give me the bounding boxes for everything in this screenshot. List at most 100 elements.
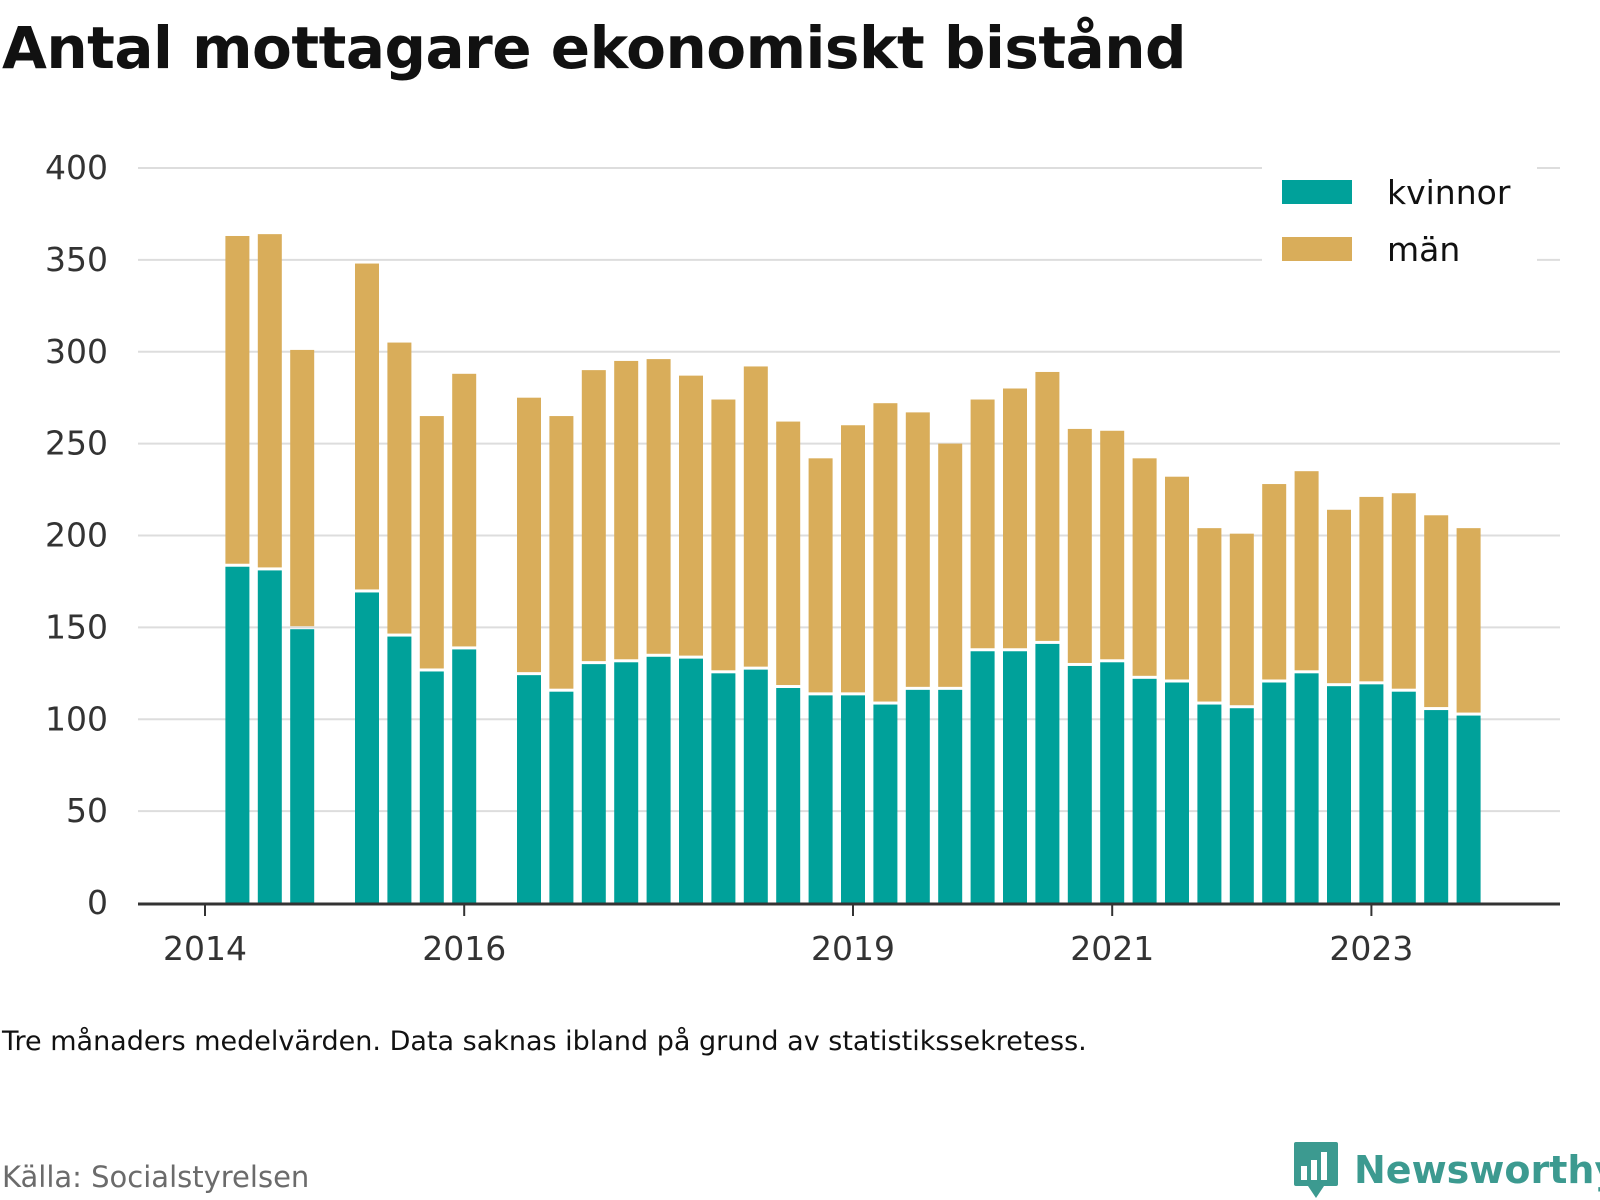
bar-kvinnor (808, 695, 833, 903)
y-tick-label: 400 (45, 148, 108, 187)
bar-man (1197, 528, 1222, 702)
x-tick-label: 2016 (422, 929, 506, 968)
y-tick-label: 0 (87, 883, 108, 922)
bar-man (905, 412, 930, 687)
stacked-bar-chart: 0 50 100 150 200 250 300 350 400 2014 2016 2019 2021… (45, 148, 1560, 968)
bar-man (1229, 533, 1254, 706)
bar-man (711, 399, 736, 671)
bar-man (581, 370, 606, 662)
bar-man (452, 373, 477, 647)
bar-man (679, 375, 703, 656)
legend-swatch (1282, 237, 1352, 261)
bar-kvinnor (225, 566, 250, 903)
bar-man (225, 235, 250, 564)
x-tick-label: 2021 (1070, 929, 1154, 968)
bar-man (355, 263, 379, 590)
bar-man (419, 416, 444, 669)
newsworthy-logo-icon (1294, 1142, 1338, 1198)
bar-kvinnor (1035, 643, 1060, 903)
bar-kvinnor (614, 662, 639, 903)
bar-man (257, 234, 282, 568)
axes: 0 50 100 150 200 250 300 350 400 2014 2016 2019 2021… (45, 148, 1560, 968)
bar-kvinnor (1003, 651, 1027, 903)
bar-man (549, 416, 574, 689)
bar-man (387, 342, 412, 634)
x-tick-label: 2023 (1329, 929, 1413, 968)
bar-kvinnor (905, 689, 930, 903)
bar-man (776, 421, 801, 686)
legend-label: män (1387, 230, 1460, 269)
bar-kvinnor (776, 688, 801, 903)
bar-kvinnor (1456, 715, 1481, 903)
bar-man (1424, 515, 1449, 708)
bar-man (1456, 528, 1481, 713)
newsworthy-logo: Newsworthy (1292, 1140, 1600, 1200)
bar-man (1294, 471, 1319, 671)
bars (225, 234, 1481, 903)
chart-title: Antal mottagare ekonomiskt bistånd (2, 14, 1187, 82)
bar-man (1100, 430, 1125, 660)
bar-man (743, 366, 768, 667)
bar-man (1132, 458, 1157, 676)
bar-man (1003, 388, 1027, 649)
y-tick-label: 150 (45, 607, 108, 646)
chart-note: Tre månaders medelvärden. Data saknas ib… (2, 1026, 1087, 1057)
bar-kvinnor (1424, 710, 1449, 903)
bar-kvinnor (355, 592, 379, 903)
bar-man (1262, 484, 1287, 680)
bar-man (1327, 509, 1351, 684)
legend-label: kvinnor (1387, 173, 1511, 212)
bar-kvinnor (679, 658, 703, 903)
bar-man (1067, 428, 1092, 663)
bar-kvinnor (581, 664, 606, 903)
bar-man (517, 397, 541, 673)
legend-swatch (1282, 180, 1352, 204)
y-tick-label: 250 (45, 424, 108, 463)
y-tick-label: 200 (45, 516, 108, 555)
y-tick-label: 300 (45, 332, 108, 371)
bar-kvinnor (1359, 684, 1384, 903)
bar-man (938, 443, 963, 687)
bar-kvinnor (257, 570, 282, 903)
bar-kvinnor (873, 704, 898, 903)
bar-kvinnor (1327, 686, 1351, 903)
bar-kvinnor (1229, 708, 1254, 903)
bar-kvinnor (1391, 691, 1416, 903)
y-tick-label: 100 (45, 699, 108, 738)
bar-man (1035, 371, 1060, 641)
bar-kvinnor (419, 671, 444, 903)
bar-kvinnor (452, 649, 477, 903)
bar-man (1165, 476, 1189, 680)
bar-kvinnor (1067, 665, 1092, 903)
bar-kvinnor (549, 691, 574, 903)
source-credit: Källa: Socialstyrelsen (2, 1160, 310, 1194)
bar-kvinnor (743, 669, 768, 903)
y-tick-label: 350 (45, 240, 108, 279)
bar-man (970, 399, 995, 649)
bar-kvinnor (841, 695, 865, 903)
x-tick-label: 2019 (811, 929, 895, 968)
legend: kvinnor män (1262, 162, 1537, 269)
bar-kvinnor (290, 629, 315, 903)
bar-kvinnor (1197, 704, 1222, 903)
bar-man (646, 359, 671, 654)
x-tick-label: 2014 (163, 929, 247, 968)
bar-man (808, 458, 833, 693)
bar-man (841, 425, 865, 693)
bar-man (873, 403, 898, 702)
bar-man (1391, 493, 1416, 689)
bar-kvinnor (1165, 682, 1189, 903)
bar-kvinnor (517, 675, 541, 903)
bar-kvinnor (970, 651, 995, 903)
brand-name: Newsworthy (1354, 1148, 1600, 1192)
bar-man (614, 360, 639, 660)
y-tick-label: 50 (66, 791, 108, 830)
bar-kvinnor (387, 636, 412, 903)
bar-kvinnor (938, 689, 963, 903)
bar-man (290, 349, 315, 627)
bar-kvinnor (646, 656, 671, 903)
bar-kvinnor (711, 673, 736, 903)
bar-man (1359, 496, 1384, 682)
bar-kvinnor (1132, 678, 1157, 903)
